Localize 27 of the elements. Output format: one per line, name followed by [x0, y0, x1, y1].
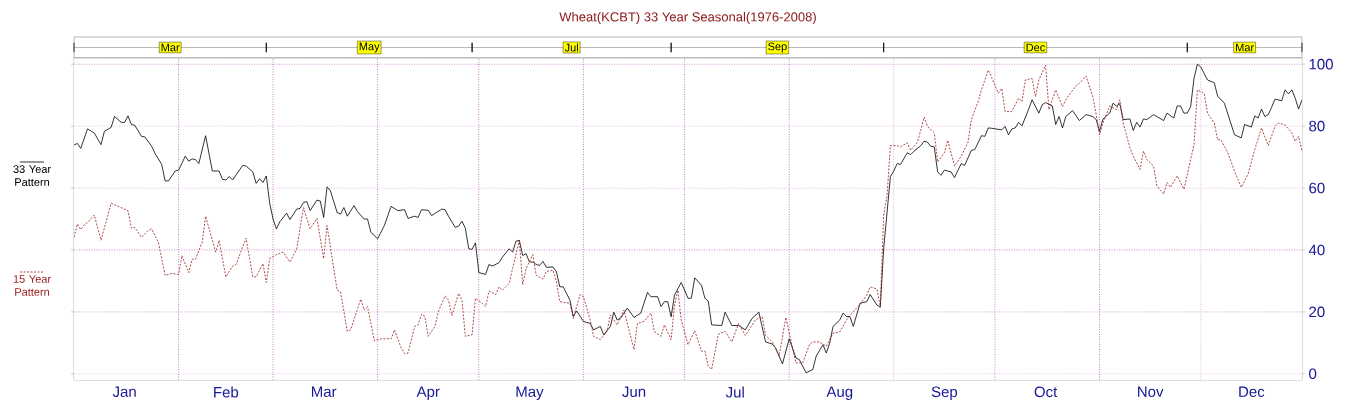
y-tick-label: 40: [1308, 244, 1325, 256]
x-tick-label: Dec: [1239, 386, 1265, 397]
band-label: Sep: [768, 42, 787, 53]
y-tick-label: 20: [1309, 306, 1325, 318]
y-tick-label: 0: [1309, 368, 1317, 380]
x-tick-label: May: [516, 386, 544, 400]
x-tick-label: Feb: [214, 386, 239, 398]
x-tick-label: Apr: [416, 386, 440, 400]
x-tick-label: Mar: [311, 386, 337, 397]
y-tick-label: 60: [1309, 182, 1325, 194]
band-label: Dec: [1026, 43, 1045, 52]
x-tick-label: Jul: [725, 386, 744, 398]
band-label: Jul: [564, 43, 578, 52]
x-tick-label: Jun: [622, 386, 646, 397]
legend-label: 33 Year Pattern: [13, 165, 51, 186]
band-label: Mar: [161, 43, 180, 52]
chart-title: Wheat(KCBT) 33 Year Seasonal(1976-2008): [559, 11, 816, 25]
y-tick-label: 80: [1309, 120, 1325, 132]
x-tick-label: Aug: [826, 386, 853, 400]
x-tick-label: Sep: [931, 386, 958, 401]
x-tick-label: Oct: [1034, 386, 1058, 398]
x-tick-label: Jan: [112, 386, 136, 397]
legend-label: 15 Year Pattern: [13, 275, 51, 296]
y-tick-label: 100: [1309, 58, 1333, 70]
x-tick-label: Nov: [1138, 386, 1164, 397]
band-label: Mar: [1236, 43, 1254, 52]
band-label: May: [359, 42, 380, 53]
